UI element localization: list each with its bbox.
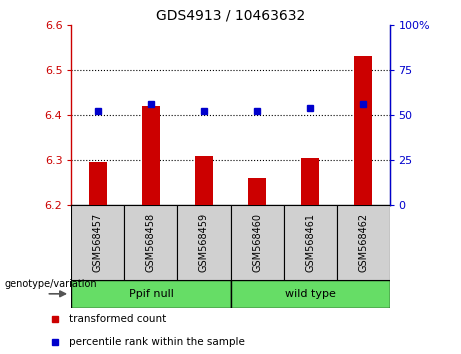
- Bar: [124, 205, 177, 280]
- Bar: [142, 106, 160, 205]
- Text: GSM568460: GSM568460: [252, 213, 262, 272]
- Text: GSM568458: GSM568458: [146, 213, 156, 272]
- Title: GDS4913 / 10463632: GDS4913 / 10463632: [156, 8, 305, 22]
- Text: GSM568459: GSM568459: [199, 213, 209, 272]
- Bar: [230, 205, 284, 280]
- Text: Ppif null: Ppif null: [129, 289, 173, 299]
- Bar: [337, 205, 390, 280]
- Text: GSM568457: GSM568457: [93, 213, 103, 272]
- Bar: [71, 280, 230, 308]
- Text: transformed count: transformed count: [69, 314, 166, 325]
- Bar: [195, 156, 213, 205]
- Bar: [230, 280, 390, 308]
- Bar: [177, 205, 230, 280]
- Bar: [89, 162, 107, 205]
- Bar: [284, 205, 337, 280]
- Bar: [248, 178, 266, 205]
- Text: percentile rank within the sample: percentile rank within the sample: [69, 337, 245, 348]
- Bar: [301, 158, 319, 205]
- Text: genotype/variation: genotype/variation: [5, 279, 97, 289]
- Text: GSM568462: GSM568462: [358, 213, 368, 272]
- Text: wild type: wild type: [284, 289, 336, 299]
- Bar: [71, 205, 124, 280]
- Text: GSM568461: GSM568461: [305, 213, 315, 272]
- Bar: [354, 56, 372, 205]
